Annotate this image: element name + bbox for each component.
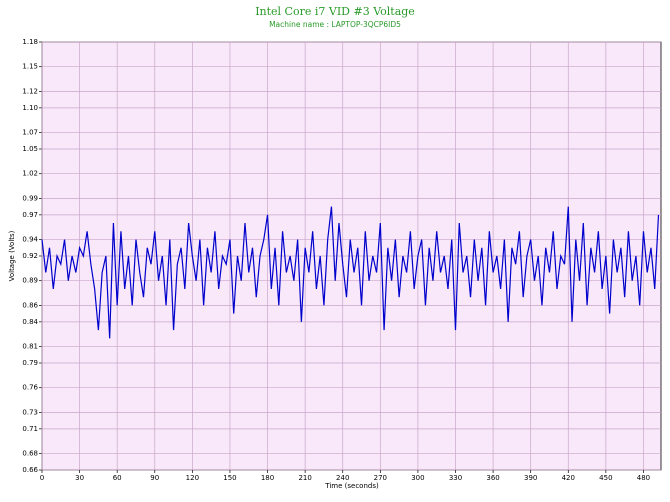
y-tick-label: 1.05: [22, 145, 38, 153]
y-tick-label: 0.79: [22, 359, 38, 367]
y-tick-label: 1.18: [22, 38, 38, 46]
x-tick-label: 390: [524, 474, 537, 482]
y-tick-label: 0.73: [22, 408, 38, 416]
y-tick-label: 0.76: [22, 384, 38, 392]
x-tick-label: 210: [298, 474, 311, 482]
y-tick-label: 0.94: [22, 236, 38, 244]
chart-title: Intel Core i7 VID #3 Voltage: [255, 5, 415, 18]
y-tick-label: 1.15: [22, 63, 38, 71]
grid: [39, 41, 661, 473]
x-tick-label: 270: [374, 474, 387, 482]
y-tick-label: 0.89: [22, 277, 38, 285]
x-tick-label: 90: [150, 474, 159, 482]
x-tick-label: 60: [113, 474, 122, 482]
y-tick-label: 0.92: [22, 252, 38, 260]
y-tick-label: 1.10: [22, 104, 38, 112]
x-tick-label: 240: [336, 474, 349, 482]
x-tick-label: 360: [486, 474, 499, 482]
y-tick-label: 0.68: [22, 450, 38, 458]
y-tick-label: 1.07: [22, 129, 38, 137]
x-tick-label: 420: [562, 474, 575, 482]
y-tick-label: 0.84: [22, 318, 38, 326]
x-tick-label: 330: [449, 474, 462, 482]
y-tick-label: 0.71: [22, 425, 38, 433]
x-tick-label: 480: [637, 474, 650, 482]
y-tick-label: 0.99: [22, 194, 38, 202]
y-tick-label: 0.97: [22, 211, 38, 219]
y-tick-label: 0.81: [22, 343, 38, 351]
x-tick-label: 0: [40, 474, 44, 482]
y-tick-label: 0.86: [22, 301, 38, 309]
y-axis-label: Voltage (Volts): [8, 230, 16, 281]
y-tick-label: 1.02: [22, 170, 38, 178]
x-tick-label: 180: [261, 474, 274, 482]
x-tick-label: 150: [223, 474, 236, 482]
x-tick-label: 30: [75, 474, 84, 482]
y-tick-label: 0.66: [22, 466, 38, 474]
x-tick-label: 450: [599, 474, 612, 482]
x-axis-label: Time (seconds): [324, 482, 379, 490]
x-tick-label: 300: [411, 474, 424, 482]
x-tick-label: 120: [186, 474, 199, 482]
line-series: [41, 206, 660, 339]
marks: [41, 206, 660, 339]
y-tick-label: 1.12: [22, 87, 38, 95]
chart-subtitle: Machine name : LAPTOP-3QCP6ID5: [269, 20, 401, 29]
